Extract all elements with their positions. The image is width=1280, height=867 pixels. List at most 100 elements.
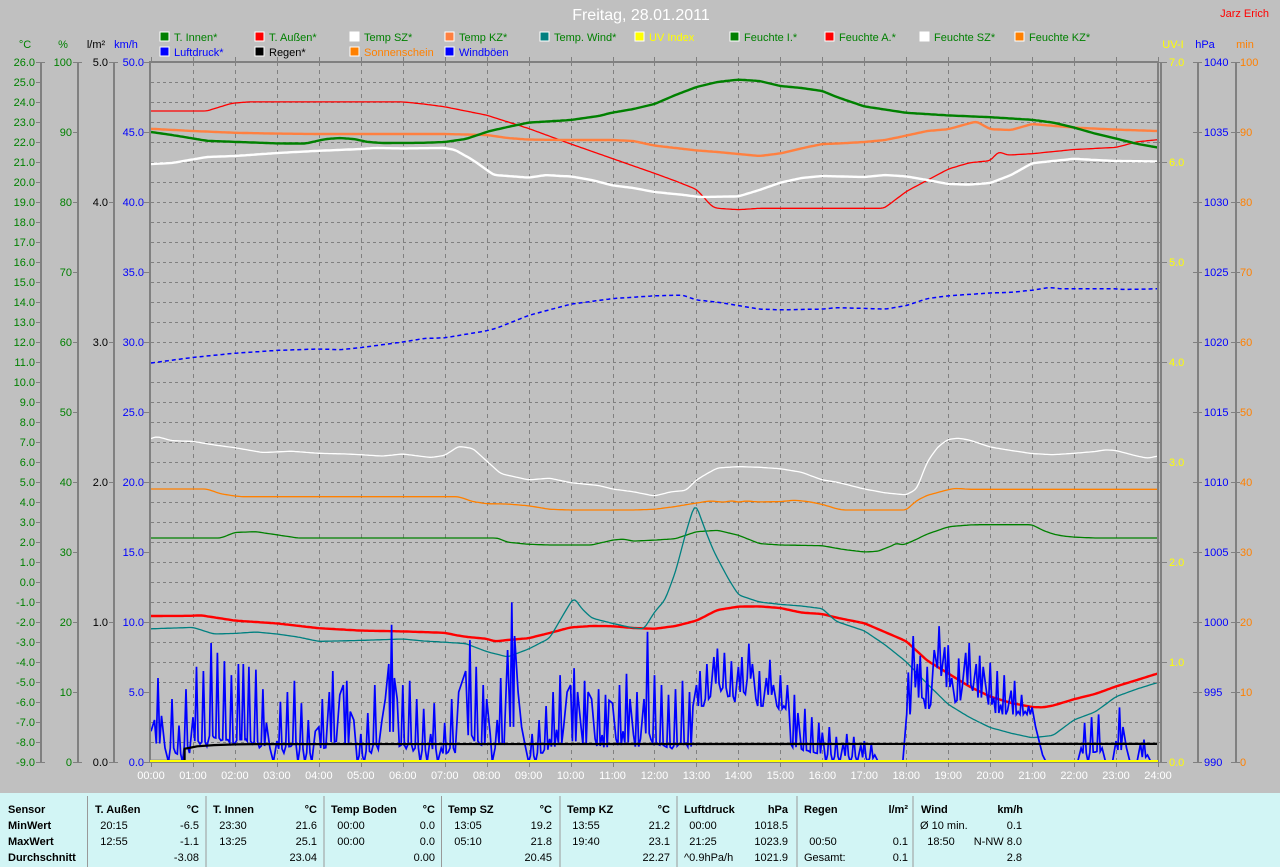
svg-text:50: 50: [1240, 407, 1252, 419]
svg-text:05:00: 05:00: [347, 770, 375, 782]
svg-text:Windböen: Windböen: [459, 47, 509, 59]
svg-text:1005: 1005: [1204, 547, 1228, 559]
svg-text:hPa: hPa: [768, 804, 789, 816]
svg-text:06:00: 06:00: [389, 770, 417, 782]
svg-text:hPa: hPa: [1195, 39, 1215, 51]
svg-text:14:00: 14:00: [725, 770, 753, 782]
svg-text:60: 60: [1240, 337, 1252, 349]
svg-text:Sonnenschein: Sonnenschein: [364, 47, 434, 59]
svg-text:Temp SZ*: Temp SZ*: [364, 32, 413, 44]
svg-text:18:50: 18:50: [927, 836, 955, 848]
svg-text:15.0: 15.0: [14, 277, 35, 289]
svg-text:T. Außen*: T. Außen*: [269, 32, 317, 44]
svg-text:1.0: 1.0: [20, 557, 35, 569]
svg-text:-5.0: -5.0: [16, 677, 35, 689]
svg-text:20:00: 20:00: [976, 770, 1004, 782]
svg-text:Durchschnitt: Durchschnitt: [8, 852, 76, 864]
svg-text:Gesamt:: Gesamt:: [804, 852, 846, 864]
svg-text:14.0: 14.0: [14, 297, 35, 309]
svg-text:-6.5: -6.5: [180, 820, 199, 832]
svg-text:Feuchte A.*: Feuchte A.*: [839, 32, 897, 44]
svg-text:4.0: 4.0: [93, 197, 108, 209]
svg-text:40: 40: [60, 477, 72, 489]
svg-text:16:00: 16:00: [809, 770, 837, 782]
svg-text:0.0: 0.0: [93, 757, 108, 769]
svg-text:1015: 1015: [1204, 407, 1228, 419]
svg-text:08:00: 08:00: [473, 770, 501, 782]
svg-text:30: 30: [60, 547, 72, 559]
svg-text:25.0: 25.0: [123, 407, 144, 419]
svg-text:MaxWert: MaxWert: [8, 836, 54, 848]
svg-text:40: 40: [1240, 477, 1252, 489]
svg-text:0.1: 0.1: [893, 836, 908, 848]
svg-text:1021.9: 1021.9: [754, 852, 788, 864]
svg-text:0: 0: [1240, 757, 1246, 769]
svg-text:l/m²: l/m²: [888, 804, 908, 816]
svg-text:MinWert: MinWert: [8, 820, 52, 832]
svg-text:°C: °C: [305, 804, 317, 816]
svg-text:1035: 1035: [1204, 127, 1228, 139]
svg-text:-7.0: -7.0: [16, 717, 35, 729]
svg-text:1018.5: 1018.5: [754, 820, 788, 832]
svg-text:23:00: 23:00: [1102, 770, 1130, 782]
svg-text:09:00: 09:00: [515, 770, 543, 782]
svg-text:6.0: 6.0: [20, 457, 35, 469]
svg-text:0.0: 0.0: [1169, 757, 1184, 769]
svg-text:01:00: 01:00: [179, 770, 207, 782]
svg-text:9.0: 9.0: [20, 397, 35, 409]
svg-text:22:00: 22:00: [1060, 770, 1088, 782]
svg-text:0: 0: [66, 757, 72, 769]
svg-text:1030: 1030: [1204, 197, 1228, 209]
svg-text:Jarz Erich: Jarz Erich: [1220, 8, 1269, 20]
svg-text:0.00: 0.00: [414, 852, 435, 864]
svg-text:^0.9hPa/h: ^0.9hPa/h: [684, 852, 733, 864]
svg-text:20.0: 20.0: [123, 477, 144, 489]
svg-text:19:00: 19:00: [934, 770, 962, 782]
svg-text:13:05: 13:05: [454, 820, 482, 832]
svg-text:2.0: 2.0: [1169, 557, 1184, 569]
svg-text:°C: °C: [540, 804, 552, 816]
svg-text:21:25: 21:25: [689, 836, 717, 848]
svg-text:00:00: 00:00: [137, 770, 165, 782]
svg-text:0.1: 0.1: [1007, 820, 1022, 832]
svg-text:13:00: 13:00: [683, 770, 711, 782]
svg-text:-3.0: -3.0: [16, 637, 35, 649]
svg-text:40.0: 40.0: [123, 197, 144, 209]
svg-text:5.0: 5.0: [20, 477, 35, 489]
svg-text:00:00: 00:00: [689, 820, 717, 832]
svg-text:12:00: 12:00: [641, 770, 669, 782]
svg-text:Regen: Regen: [804, 804, 838, 816]
svg-text:km/h: km/h: [114, 39, 138, 51]
svg-text:50: 50: [60, 407, 72, 419]
svg-text:4.0: 4.0: [20, 497, 35, 509]
svg-text:30: 30: [1240, 547, 1252, 559]
svg-text:°C: °C: [19, 39, 31, 51]
svg-text:50.0: 50.0: [123, 57, 144, 69]
svg-text:24:00: 24:00: [1144, 770, 1172, 782]
svg-text:5.0: 5.0: [1169, 257, 1184, 269]
svg-text:10.0: 10.0: [123, 617, 144, 629]
svg-text:13:25: 13:25: [219, 836, 247, 848]
svg-text:90: 90: [1240, 127, 1252, 139]
svg-text:1025: 1025: [1204, 267, 1228, 279]
svg-text:3.0: 3.0: [93, 337, 108, 349]
svg-text:25.0: 25.0: [14, 77, 35, 89]
svg-text:11.0: 11.0: [14, 357, 35, 369]
svg-text:°C: °C: [658, 804, 670, 816]
svg-text:20: 20: [60, 617, 72, 629]
svg-text:Temp Boden: Temp Boden: [331, 804, 397, 816]
svg-text:-8.0: -8.0: [16, 737, 35, 749]
svg-text:21.6: 21.6: [296, 820, 317, 832]
svg-text:-2.0: -2.0: [16, 617, 35, 629]
svg-text:Temp SZ: Temp SZ: [448, 804, 494, 816]
svg-text:45.0: 45.0: [123, 127, 144, 139]
svg-text:Wind: Wind: [921, 804, 948, 816]
svg-text:-1.0: -1.0: [16, 597, 35, 609]
svg-text:Sensor: Sensor: [8, 804, 46, 816]
svg-text:15:00: 15:00: [767, 770, 795, 782]
svg-text:UV Index: UV Index: [649, 32, 695, 44]
svg-text:21:00: 21:00: [1018, 770, 1046, 782]
svg-text:02:00: 02:00: [221, 770, 249, 782]
svg-text:Luftdruck: Luftdruck: [684, 804, 736, 816]
svg-text:100: 100: [54, 57, 72, 69]
